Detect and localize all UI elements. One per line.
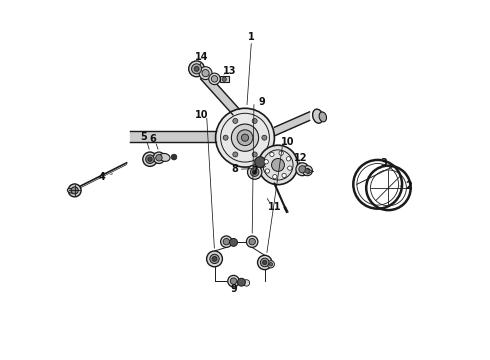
Text: 10: 10 [281,137,294,147]
Circle shape [189,61,204,77]
Circle shape [272,175,277,179]
Circle shape [211,76,218,82]
Ellipse shape [313,109,323,123]
Circle shape [258,255,272,270]
Circle shape [262,135,267,140]
Circle shape [243,280,250,286]
Circle shape [255,157,266,167]
Circle shape [216,108,274,167]
Circle shape [230,238,238,246]
Circle shape [222,77,226,81]
Text: 1: 1 [248,32,255,42]
Circle shape [264,159,269,164]
Circle shape [223,238,230,245]
Circle shape [233,152,238,157]
Circle shape [156,154,162,161]
Circle shape [194,66,199,71]
Circle shape [242,134,248,141]
Polygon shape [274,112,310,136]
Circle shape [143,152,157,166]
Bar [220,76,228,82]
Circle shape [146,155,154,163]
Text: 7: 7 [252,166,258,176]
Text: 2: 2 [405,181,412,192]
Circle shape [212,256,217,261]
Circle shape [68,184,81,197]
Circle shape [270,152,274,157]
Circle shape [250,168,259,176]
Text: 12: 12 [294,153,307,163]
Ellipse shape [319,112,326,122]
Ellipse shape [159,153,170,161]
Circle shape [230,278,237,284]
Text: 13: 13 [223,66,237,76]
Circle shape [199,67,212,80]
Circle shape [246,236,258,247]
Text: 3: 3 [381,158,388,168]
Circle shape [269,262,272,266]
Circle shape [252,118,257,123]
Circle shape [228,275,239,287]
Circle shape [302,166,313,176]
Circle shape [233,118,238,123]
Circle shape [260,258,269,267]
Text: 14: 14 [195,52,208,62]
Circle shape [220,236,232,247]
Circle shape [282,174,286,177]
Circle shape [210,254,219,264]
Circle shape [286,157,291,161]
Text: 5: 5 [141,132,147,142]
Text: 11: 11 [268,202,281,212]
Text: 9: 9 [231,284,238,294]
Circle shape [153,152,165,163]
Circle shape [237,130,253,145]
Circle shape [267,261,274,268]
Circle shape [148,157,152,161]
Circle shape [299,166,306,173]
Circle shape [192,64,201,74]
Circle shape [238,278,245,286]
Text: 6: 6 [149,134,156,144]
Circle shape [252,170,257,174]
Circle shape [223,135,228,140]
Text: 8: 8 [231,164,239,174]
Circle shape [265,169,270,173]
Circle shape [263,260,267,265]
Polygon shape [200,73,239,115]
Circle shape [71,187,78,194]
Circle shape [305,168,310,173]
Circle shape [258,145,298,185]
Circle shape [209,73,221,85]
Circle shape [288,166,292,170]
Text: 10: 10 [195,111,208,121]
Circle shape [279,151,283,155]
Circle shape [249,238,255,245]
Text: 9: 9 [259,97,266,107]
Circle shape [247,165,262,179]
Circle shape [207,251,222,267]
Text: 4: 4 [99,172,106,183]
Circle shape [252,152,257,157]
Circle shape [271,158,285,171]
Circle shape [202,69,209,77]
Circle shape [296,163,309,176]
Circle shape [231,124,259,151]
Ellipse shape [67,188,74,193]
Circle shape [171,154,177,160]
